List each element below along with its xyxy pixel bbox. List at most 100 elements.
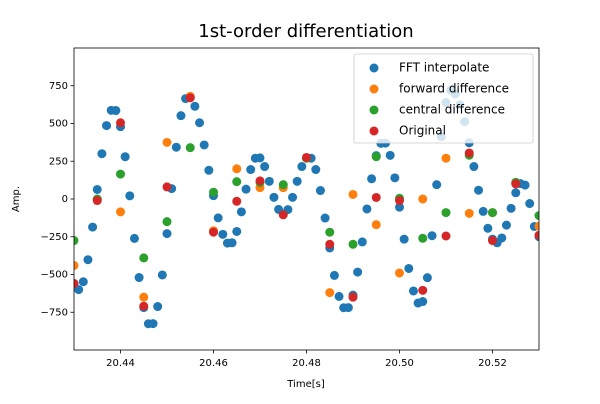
point (418, 285, 428, 295)
point (395, 268, 404, 278)
legend-marker (369, 84, 379, 94)
point (395, 202, 404, 212)
point (232, 164, 242, 174)
point (232, 196, 242, 206)
point (278, 180, 288, 190)
point (441, 153, 451, 163)
point (325, 227, 335, 237)
point (236, 207, 246, 217)
point (497, 233, 507, 243)
point (209, 187, 218, 197)
point (190, 101, 200, 111)
point (195, 118, 205, 128)
point (315, 186, 325, 196)
y-tick-label: 250 (49, 156, 68, 167)
point (418, 194, 428, 204)
point (92, 184, 102, 194)
point (185, 143, 195, 153)
point (153, 302, 163, 312)
point (213, 213, 223, 223)
point (139, 253, 149, 263)
legend-marker (369, 105, 379, 115)
legend-marker (369, 63, 379, 73)
point (92, 196, 102, 206)
point (441, 231, 451, 241)
point (204, 165, 214, 175)
point (474, 185, 484, 195)
point (116, 169, 125, 179)
point (395, 196, 404, 206)
point (390, 173, 400, 183)
point (134, 273, 144, 283)
point (241, 184, 251, 194)
point (511, 188, 521, 198)
point (320, 213, 330, 223)
point (278, 210, 288, 220)
point (125, 191, 135, 201)
legend-label: forward difference (399, 82, 509, 96)
y-tick-label: 0 (62, 194, 68, 205)
point (534, 211, 539, 221)
legend-marker (369, 126, 379, 136)
point (511, 179, 521, 189)
point (334, 291, 344, 301)
point (157, 270, 167, 280)
point (325, 288, 335, 298)
point (367, 174, 377, 184)
point (404, 263, 414, 273)
point (97, 149, 107, 159)
point (102, 121, 112, 131)
point (129, 233, 139, 243)
point (385, 150, 395, 160)
point (209, 227, 218, 237)
point (501, 220, 511, 230)
legend-label: FFT interpolate (399, 61, 489, 75)
point (371, 192, 381, 202)
point (348, 292, 358, 302)
point (255, 176, 265, 186)
point (120, 152, 130, 162)
point (311, 165, 321, 175)
point (111, 106, 121, 116)
point (139, 292, 149, 302)
point (506, 203, 516, 213)
point (483, 223, 493, 233)
point (185, 93, 195, 103)
y-tick-label: −750 (41, 307, 68, 318)
point (74, 236, 79, 246)
legend-label: Original (399, 124, 446, 138)
point (329, 270, 339, 280)
legend: FFT interpolate forward difference central… (353, 53, 534, 144)
point (269, 192, 279, 202)
point (488, 236, 497, 246)
x-tick-label: 20.44 (106, 358, 135, 369)
point (464, 208, 474, 218)
point (260, 162, 270, 172)
point (348, 239, 358, 249)
point (116, 118, 125, 128)
point (74, 260, 79, 270)
point (464, 148, 474, 158)
point (264, 176, 274, 186)
y-tick-label: −500 (41, 270, 68, 281)
x-tick-label: 20.52 (478, 358, 507, 369)
point (83, 255, 93, 265)
point (255, 153, 265, 163)
point (171, 142, 181, 152)
point (199, 140, 209, 150)
point (139, 301, 149, 311)
point (162, 137, 172, 147)
chart-title: 1st-order differentiation (198, 21, 413, 42)
point (488, 208, 497, 218)
point (78, 277, 88, 287)
x-tick-label: 20.46 (199, 358, 228, 369)
point (227, 238, 237, 248)
point (288, 192, 298, 202)
y-tick-label: −250 (41, 232, 68, 243)
point (148, 319, 158, 329)
point (348, 189, 358, 199)
point (325, 239, 335, 249)
point (525, 199, 535, 209)
point (353, 267, 363, 277)
